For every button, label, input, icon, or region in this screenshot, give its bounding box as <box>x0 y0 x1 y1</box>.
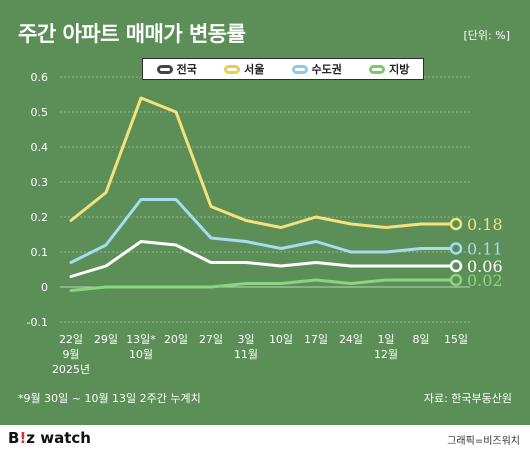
x-tick-label: 29일 <box>94 332 118 346</box>
x-tick-label: 15일 <box>444 332 468 346</box>
x-tick-label-line: 12월 <box>374 348 398 361</box>
legend-item-수도권: 수도권 <box>291 61 342 77</box>
legend-label-서울: 서울 <box>244 63 265 76</box>
x-tick-label-line: 22일 <box>59 332 83 346</box>
legend-swatch-지방 <box>369 64 386 74</box>
chart-title: 주간 아파트 매매가 변동률 <box>18 22 246 46</box>
footer-bar: B!z watch 그래픽=비즈워치 <box>0 425 530 452</box>
end-marker-서울 <box>449 217 463 231</box>
y-tick-label: 0 <box>41 281 48 294</box>
x-tick-label-line: 13일* <box>126 332 156 346</box>
legend-item-지방: 지방 <box>369 61 409 77</box>
x-tick-label: 27일 <box>199 332 223 346</box>
legend-label-수도권: 수도권 <box>311 63 342 76</box>
footnote: *9월 30일 ~ 10월 13일 2주간 누계치 <box>18 392 201 405</box>
y-tick-label: 0.5 <box>31 106 49 119</box>
x-tick-label-line: 17일 <box>304 332 328 346</box>
legend-label-지방: 지방 <box>389 63 410 76</box>
end-marker-전국 <box>449 259 463 273</box>
legend-label-전국: 전국 <box>176 63 197 76</box>
x-tick-label: 17일 <box>304 332 328 346</box>
legend: 전국 서울 수도권 지방 <box>142 58 424 80</box>
series-line-수도권 <box>69 198 458 264</box>
x-tick-label-line: 3일 <box>237 332 254 346</box>
x-tick-label-line: 27일 <box>199 332 223 346</box>
x-tick-label: 8일 <box>412 332 429 346</box>
x-tick-label-line: 20일 <box>164 332 188 346</box>
x-tick-label: 22일 9월 2025년 <box>52 332 90 376</box>
legend-swatch-전국 <box>156 64 173 74</box>
end-marker-수도권 <box>449 242 463 255</box>
x-tick-label-line: 24일 <box>339 332 363 346</box>
y-tick-label: 0.3 <box>31 176 49 189</box>
y-tick-label: 0.4 <box>31 141 49 154</box>
x-tick-label: 24일 <box>339 332 363 346</box>
series-line-전국 <box>69 240 458 278</box>
y-tick-label: -0.1 <box>27 316 48 329</box>
y-tick-label: 0.6 <box>31 71 49 84</box>
end-value-label-서울: 0.18 <box>467 215 503 234</box>
end-value-label-수도권: 0.11 <box>467 240 503 259</box>
x-tick-label: 3일 11월 <box>234 332 258 361</box>
end-value-label-전국: 0.06 <box>467 257 503 276</box>
series-line-지방 <box>69 278 458 292</box>
legend-swatch-서울 <box>224 64 241 74</box>
unit-label: [단위: %] <box>463 29 510 42</box>
series-line-서울 <box>69 96 458 229</box>
end-marker-지방 <box>449 273 463 287</box>
x-tick-label-line: 10월 <box>129 348 153 361</box>
x-tick-label: 13일* 10월 <box>126 332 156 361</box>
x-tick-label-line: 11월 <box>234 348 258 361</box>
x-tick-label: 20일 <box>164 332 188 346</box>
x-tick-label-line: 8일 <box>412 332 429 346</box>
x-tick-label-line: 2025년 <box>52 363 90 376</box>
x-tick-label-line: 29일 <box>94 332 118 346</box>
graphic-credit: 그래픽=비즈워치 <box>447 436 520 447</box>
x-tick-label-line: 9월 <box>62 348 79 361</box>
legend-item-전국: 전국 <box>156 61 197 77</box>
y-tick-label: 0.1 <box>31 246 49 259</box>
y-tick-label: 0.2 <box>31 211 49 224</box>
x-tick-label: 1일 12월 <box>374 332 398 361</box>
legend-swatch-수도권 <box>291 64 308 74</box>
x-tick-label-line: 1일 <box>377 332 394 346</box>
x-tick-label-line: 10일 <box>269 332 293 346</box>
source-label: 자료: 한국부동산원 <box>423 392 512 405</box>
bizwatch-logo: B!z watch <box>8 429 91 447</box>
x-tick-label-line: 15일 <box>444 332 468 346</box>
end-value-label-지방: 0.02 <box>467 271 503 290</box>
x-tick-label: 10일 <box>269 332 293 346</box>
legend-item-서울: 서울 <box>224 61 264 77</box>
